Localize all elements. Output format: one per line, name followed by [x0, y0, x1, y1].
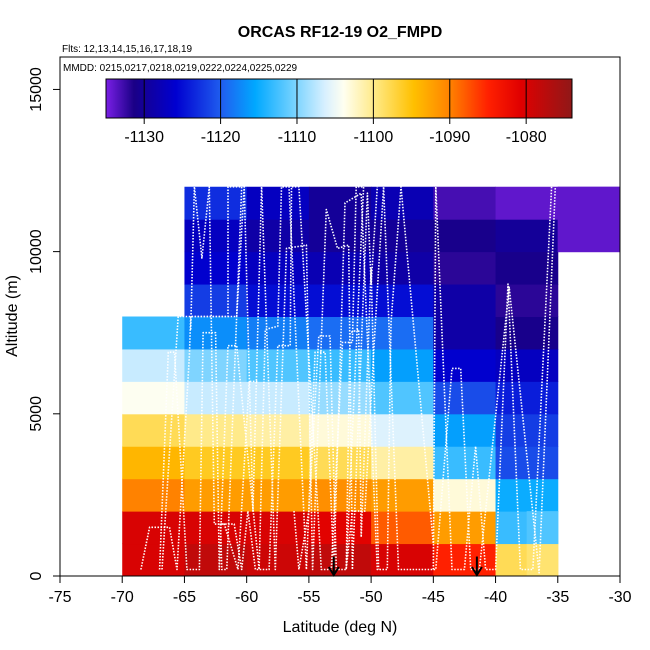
y-tick-label: 0	[28, 571, 45, 580]
heatmap-cell	[184, 511, 248, 545]
heatmap-cell	[495, 478, 559, 512]
y-ticks: 0 5000 10000 15000	[28, 67, 60, 580]
heatmap-cell	[184, 446, 248, 480]
heatmap-cell	[122, 511, 185, 545]
flight-track-line	[158, 186, 435, 571]
heatmap-cell	[495, 284, 559, 317]
heatmap-cell	[371, 511, 434, 545]
y-tick-label: 15000	[28, 67, 45, 112]
heatmap-cells	[122, 186, 621, 577]
heatmap-cell	[433, 543, 497, 577]
heatmap-cell	[122, 381, 185, 415]
heatmap-cell	[122, 478, 185, 512]
heatmap-cell	[371, 316, 434, 350]
heatmap-cell	[246, 284, 310, 317]
heatmap-cell	[371, 284, 434, 317]
heatmap-cell	[308, 284, 372, 317]
colorbar-tick-label: -1080	[506, 129, 547, 146]
heatmap-cell	[371, 186, 434, 220]
heatmap-cell	[371, 543, 434, 577]
heatmap-cell	[495, 413, 559, 447]
heatmap-cell	[433, 316, 497, 350]
x-tick-label: -40	[484, 589, 507, 606]
heatmap-cell	[184, 543, 248, 577]
flights-note: Flts: 12,13,14,15,16,17,18,19	[62, 44, 193, 55]
colorbar-tick-label: -1110	[278, 129, 317, 146]
x-tick-label: -55	[297, 589, 320, 606]
x-tick-label: -50	[360, 589, 383, 606]
heatmap-cell	[433, 511, 497, 545]
heatmap-cell	[495, 381, 559, 415]
heatmap-cell	[184, 284, 248, 317]
heatmap-cell	[122, 446, 185, 480]
flight-track-line	[140, 186, 557, 574]
heatmap-cell	[122, 413, 185, 447]
x-tick-label: -60	[235, 589, 258, 606]
heatmap-cell	[433, 251, 497, 285]
colorbar-ticks: -1130 -1120 -1110 -1100 -1090 -1080	[124, 79, 547, 146]
y-axis-label: Altitude (m)	[4, 275, 21, 357]
x-tick-label: -35	[546, 589, 569, 606]
colorbar-tick-label: -1130	[124, 129, 164, 146]
heatmap-cell	[184, 219, 248, 253]
heatmap-cell	[246, 413, 310, 447]
x-tick-label: -45	[422, 589, 445, 606]
heatmap-cell	[495, 186, 559, 220]
heatmap-cell	[495, 219, 559, 253]
heatmap-cell	[246, 316, 310, 350]
colorbar: -1130 -1120 -1110 -1100 -1090 -1080	[105, 78, 573, 146]
arrow-head	[327, 566, 340, 577]
heatmap-cell	[433, 219, 497, 253]
flight-tracks	[140, 186, 557, 574]
heatmap-cell	[433, 284, 497, 317]
heatmap-cell	[371, 413, 434, 447]
colorbar-tick-label: -1090	[429, 129, 470, 146]
heatmap-cell	[308, 381, 372, 415]
chart-title: ORCAS RF12-19 O2_FMPD	[238, 24, 443, 41]
x-ticks: -75 -70 -65 -60 -55 -50 -45 -40 -35 -30	[48, 576, 632, 606]
heatmap-cell	[371, 251, 434, 285]
heatmap-cell	[246, 543, 310, 577]
y-tick-label: 10000	[28, 229, 45, 274]
y-tick-label: 5000	[28, 396, 45, 432]
heatmap-cell	[526, 511, 559, 545]
heatmap-cell	[526, 543, 559, 577]
heatmap-cell	[246, 219, 310, 253]
heatmap-cell	[308, 413, 372, 447]
heatmap-cell	[246, 186, 310, 220]
x-tick-label: -30	[608, 589, 631, 606]
heatmap-cell	[184, 413, 248, 447]
heatmap-cell	[308, 446, 372, 480]
dates-note: MMDD: 0215,0217,0218,0219,0222,0224,0225…	[63, 63, 298, 74]
flight-track-line	[161, 186, 379, 571]
x-tick-label: -70	[111, 589, 134, 606]
heatmap-cell	[371, 219, 434, 253]
heatmap-cell	[308, 543, 372, 577]
heatmap-cell	[308, 251, 372, 285]
colorbar-tick-label: -1100	[354, 129, 394, 146]
heatmap-cell	[246, 251, 310, 285]
heatmap-cell	[371, 348, 434, 382]
heatmap-cell	[433, 186, 497, 220]
heatmap-cell	[371, 381, 434, 415]
location-arrows	[327, 556, 483, 577]
colorbar-gradient	[105, 78, 573, 119]
arrow-head	[471, 566, 483, 577]
x-tick-label: -75	[48, 589, 71, 606]
heatmap-cell	[184, 251, 248, 285]
heatmap-cell	[371, 446, 434, 480]
heatmap-cell	[557, 186, 621, 253]
heatmap-cell	[371, 478, 434, 512]
axes	[59, 57, 620, 577]
heatmap-cell	[122, 543, 185, 577]
x-tick-label: -65	[173, 589, 196, 606]
heatmap-cell	[122, 316, 185, 350]
x-axis-label: Latitude (deg N)	[283, 619, 398, 636]
heatmap-cell	[433, 381, 497, 415]
colorbar-tick-label: -1120	[201, 129, 241, 146]
heatmap-cell	[246, 511, 310, 545]
heatmap-cell	[184, 478, 248, 512]
